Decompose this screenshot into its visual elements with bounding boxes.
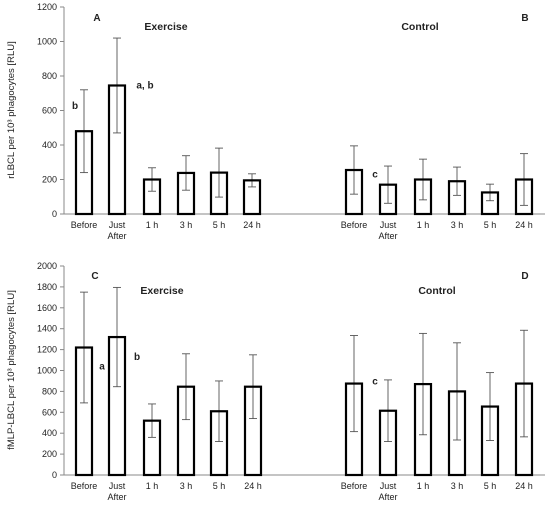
- bar: [74, 130, 94, 216]
- x-tick-label: Before: [341, 481, 368, 491]
- y-tick-label: 200: [42, 449, 57, 459]
- bar: [242, 179, 262, 216]
- x-tick-label: After: [378, 231, 397, 241]
- x-tick-label: 1 h: [146, 220, 159, 230]
- bar: [209, 171, 229, 216]
- x-tick-label: 3 h: [451, 220, 464, 230]
- x-tick-label: After: [107, 492, 126, 502]
- y-tick-label: 800: [42, 71, 57, 81]
- y-tick-label: 400: [42, 140, 57, 150]
- bar: [447, 390, 467, 477]
- bar: [176, 385, 196, 477]
- y-tick-label: 200: [42, 175, 57, 185]
- x-tick-label: 5 h: [484, 220, 497, 230]
- panel-letter: C: [91, 271, 98, 282]
- y-tick-label: 1200: [37, 2, 57, 12]
- x-tick-label: 5 h: [484, 481, 497, 491]
- bar: [480, 405, 500, 477]
- bar: [74, 346, 94, 477]
- x-tick-label: 3 h: [180, 481, 193, 491]
- bar: [107, 84, 127, 216]
- x-tick-label: Just: [380, 220, 397, 230]
- bar: [243, 385, 263, 477]
- bar: [209, 410, 229, 477]
- significance-annotation: a: [99, 362, 105, 373]
- y-tick-label: 1600: [37, 303, 57, 313]
- x-tick-label: 1 h: [146, 481, 159, 491]
- group-label: Exercise: [140, 285, 183, 297]
- bar: [514, 382, 534, 477]
- x-tick-label: 24 h: [243, 220, 261, 230]
- significance-annotation: c: [372, 377, 378, 388]
- bar: [447, 180, 467, 216]
- significance-annotation: b: [134, 352, 140, 363]
- bar: [378, 409, 398, 477]
- bar: [480, 191, 500, 216]
- y-tick-label: 600: [42, 106, 57, 116]
- x-tick-label: 1 h: [417, 481, 430, 491]
- panel-letter: A: [93, 13, 100, 24]
- bar: [142, 419, 162, 477]
- y-tick-label: 1400: [37, 324, 57, 334]
- bar: [413, 178, 433, 216]
- significance-annotation: a, b: [136, 80, 153, 91]
- x-tick-label: 24 h: [515, 481, 533, 491]
- x-tick-label: Before: [71, 220, 98, 230]
- y-tick-label: 1800: [37, 282, 57, 292]
- x-tick-label: After: [378, 492, 397, 502]
- y-tick-label: 1000: [37, 37, 57, 47]
- x-tick-label: 24 h: [244, 481, 262, 491]
- x-tick-label: 5 h: [213, 220, 226, 230]
- x-tick-label: Just: [380, 481, 397, 491]
- x-tick-label: 1 h: [417, 220, 430, 230]
- x-tick-label: Before: [71, 481, 98, 491]
- bar: [176, 171, 196, 216]
- y-tick-label: 800: [42, 386, 57, 396]
- group-label: Exercise: [144, 21, 187, 33]
- y-tick-label: 1200: [37, 345, 57, 355]
- bar: [142, 178, 162, 216]
- x-tick-label: 5 h: [213, 481, 226, 491]
- y-tick-label: 0: [52, 209, 57, 219]
- y-tick-label: 2000: [37, 261, 57, 271]
- bar: [514, 178, 534, 216]
- y-tick-label: 400: [42, 428, 57, 438]
- x-tick-label: Just: [109, 481, 126, 491]
- y-tick-label: 1000: [37, 366, 57, 376]
- significance-annotation: b: [72, 101, 78, 112]
- x-tick-label: 3 h: [180, 220, 193, 230]
- y-tick-label: 600: [42, 407, 57, 417]
- significance-annotation: c: [372, 170, 378, 181]
- y-axis-label: rLBCL per 10³ phagocytes [RLU]: [6, 41, 17, 178]
- bar: [378, 183, 398, 216]
- y-tick-label: 0: [52, 470, 57, 480]
- x-tick-label: 3 h: [451, 481, 464, 491]
- x-tick-label: After: [107, 231, 126, 241]
- bar: [413, 382, 433, 477]
- bar: [344, 168, 364, 216]
- x-tick-label: Just: [109, 220, 126, 230]
- panel-letter: B: [521, 13, 528, 24]
- bar: [107, 335, 127, 477]
- group-label: Control: [418, 285, 455, 297]
- bar: [344, 382, 364, 477]
- x-tick-label: 24 h: [515, 220, 533, 230]
- y-axis-label: fMLP-LBCL per 10³ phagocytes [RLU]: [6, 290, 17, 450]
- panel-letter: D: [521, 271, 528, 282]
- group-label: Control: [401, 21, 438, 33]
- x-tick-label: Before: [341, 220, 368, 230]
